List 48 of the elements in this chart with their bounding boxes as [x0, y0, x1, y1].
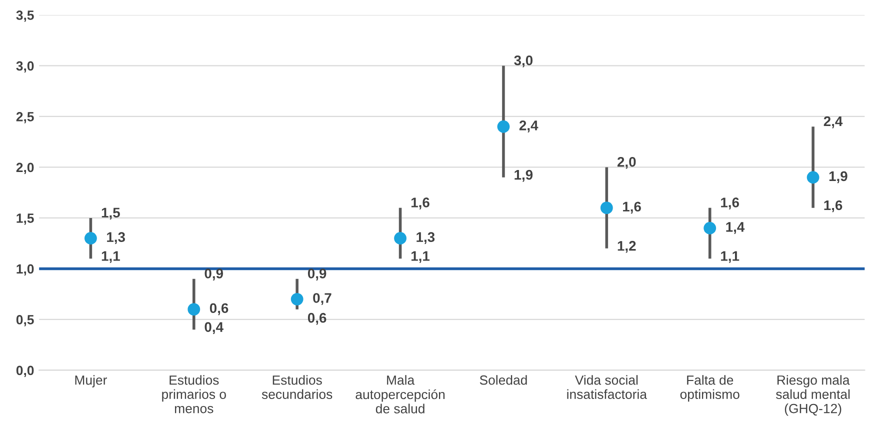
x-tick-label: Mala autopercepción de salud [356, 375, 445, 414]
annotation: 1,1 [411, 251, 430, 263]
y-tick-label: 2,0 [16, 162, 34, 174]
annotation: 0,4 [204, 322, 224, 334]
x-tick-label: Riesgo mala salud mental (GHQ-12) [776, 375, 850, 416]
y-tick-label: 3,0 [16, 61, 34, 73]
data-label: 1,6 [623, 202, 641, 214]
point [84, 232, 97, 244]
y-tick-label: 0,0 [16, 366, 34, 378]
data-label: 2,4 [519, 120, 538, 132]
annotation: 0,9 [308, 268, 326, 280]
data-label: 1,9 [829, 171, 848, 184]
y-tick-label: 1,0 [16, 264, 34, 276]
point [394, 232, 406, 244]
data-label: 0,7 [313, 293, 332, 305]
x-tick-label: Soledad [480, 375, 527, 385]
x-tick-label: Vida social insatisfactoria [567, 375, 648, 399]
data-label: 1,3 [416, 232, 435, 244]
annotation: 1,6 [721, 198, 739, 210]
annotation: 0,9 [204, 268, 224, 280]
annotation: 1,6 [824, 200, 842, 212]
annotation: 1,5 [102, 208, 120, 220]
point [704, 222, 716, 234]
point [806, 171, 820, 184]
annotation: 1,2 [618, 240, 636, 253]
point [290, 292, 304, 306]
data-label: 1,3 [107, 232, 125, 244]
annotation: 1,6 [411, 198, 430, 210]
annotation: 1,1 [102, 251, 120, 263]
annotation: 1,1 [721, 251, 740, 263]
x-tick-label: Estudios secundarios [262, 375, 332, 399]
annotation: 2,4 [824, 116, 843, 128]
point [188, 303, 200, 316]
point [600, 202, 613, 214]
y-tick-label: 0,5 [16, 315, 34, 326]
annotation: 1,9 [514, 170, 533, 182]
x-tick-label: Mujer [75, 375, 107, 388]
point [497, 120, 510, 133]
annotation: 3,0 [514, 55, 533, 68]
annotation: 2,0 [617, 156, 636, 169]
annotation: 0,6 [308, 312, 326, 325]
y-tick-label: 3,5 [16, 10, 34, 22]
y-tick-label: 1,5 [16, 214, 34, 225]
x-tick-label: Estudios primarios o menos [162, 375, 226, 414]
y-tick-label: 2,5 [16, 112, 34, 124]
data-label: 0,6 [210, 303, 228, 316]
data-label: 1,4 [726, 222, 745, 234]
x-tick-label: Falta de optimismo [680, 375, 740, 402]
